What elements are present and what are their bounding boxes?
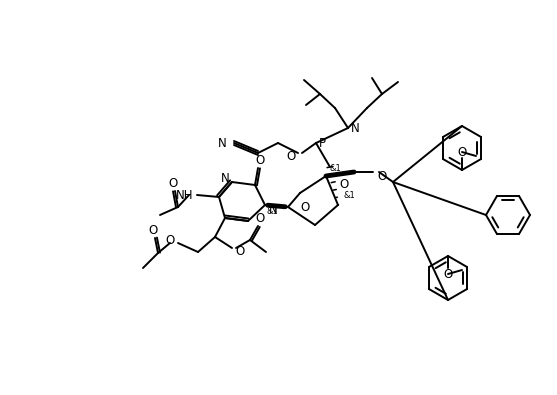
Text: O: O xyxy=(443,267,453,280)
Text: N: N xyxy=(351,122,360,135)
Text: O: O xyxy=(255,154,265,167)
Text: P: P xyxy=(319,137,326,149)
Text: &1: &1 xyxy=(343,190,355,199)
Text: O: O xyxy=(300,201,310,214)
Text: &1: &1 xyxy=(329,164,341,173)
Text: N: N xyxy=(221,171,230,184)
Text: O: O xyxy=(168,177,178,190)
Text: O: O xyxy=(287,149,296,162)
Text: O: O xyxy=(339,177,349,190)
Text: NH: NH xyxy=(175,188,193,201)
Text: O: O xyxy=(457,145,467,158)
Text: &1: &1 xyxy=(266,207,278,216)
Text: N: N xyxy=(218,137,227,149)
Text: O: O xyxy=(255,211,265,224)
Text: O: O xyxy=(166,233,175,246)
Text: N: N xyxy=(269,203,278,216)
Text: O: O xyxy=(148,224,158,237)
Text: O: O xyxy=(235,245,245,258)
Text: O: O xyxy=(377,169,386,182)
